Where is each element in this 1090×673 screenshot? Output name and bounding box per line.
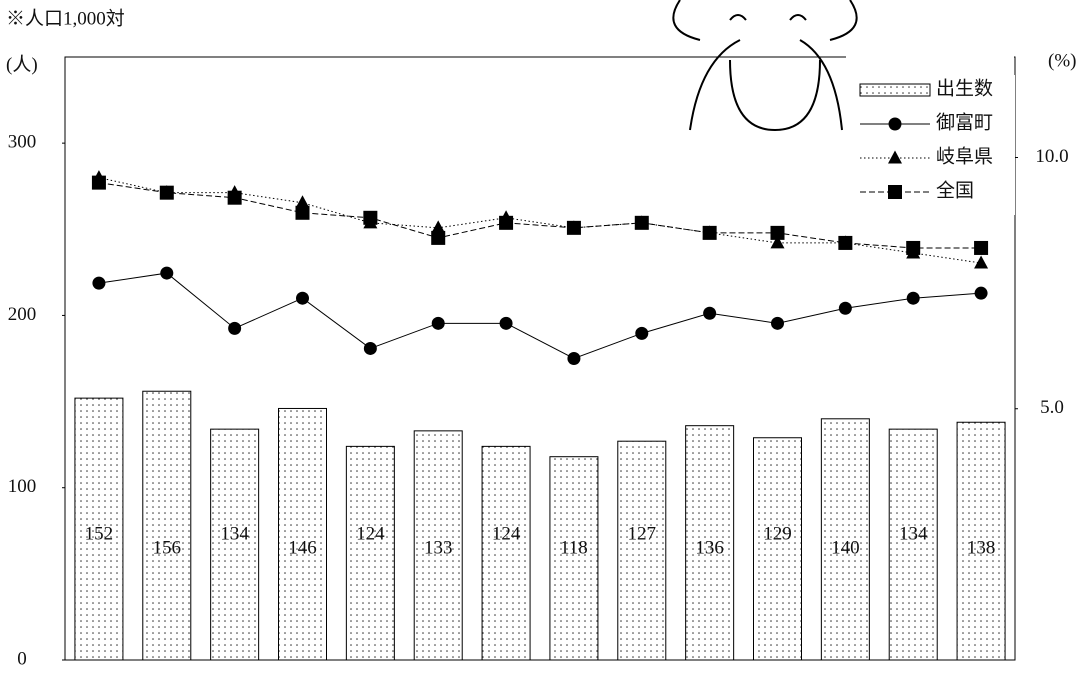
- plot-area: 152 156 134 146 124 133 124 118 127 136 129 140 134 1…: [62, 142, 1018, 661]
- marker: [431, 316, 445, 330]
- marker: [296, 291, 309, 305]
- bar-value-label: 134: [899, 523, 928, 544]
- plot-frame: [64, 56, 1016, 661]
- marker: [363, 341, 377, 355]
- y2-tick-label: 10.0: [1035, 146, 1068, 167]
- marker: [499, 316, 513, 330]
- marker: [703, 306, 717, 320]
- bar-value-label: 118: [560, 537, 588, 558]
- legend-background: [850, 75, 1015, 215]
- bar: [617, 440, 667, 661]
- bar: [74, 397, 124, 661]
- bar-value-label: 146: [288, 537, 317, 558]
- legend-label: 御富町: [936, 111, 993, 133]
- y-tick-label: 300: [8, 132, 37, 153]
- marker: [566, 220, 581, 235]
- marker: [634, 215, 649, 230]
- bar: [888, 428, 938, 661]
- bar: [956, 421, 1006, 661]
- line: [98, 272, 982, 360]
- line: [98, 182, 982, 249]
- y-axis-label: (人): [6, 53, 38, 75]
- marker: [702, 225, 717, 240]
- marker: [431, 230, 446, 245]
- bar: [413, 430, 463, 661]
- note: ※人口1,000対: [6, 7, 125, 29]
- bar-value-label: 124: [356, 523, 385, 544]
- legend-label: 出生数: [936, 77, 993, 99]
- marker: [92, 276, 106, 290]
- y-tick-label: 200: [8, 304, 37, 325]
- marker: [771, 316, 784, 330]
- bar-value-label: 124: [492, 523, 521, 544]
- marker: [635, 326, 649, 340]
- marker: [160, 266, 174, 280]
- bar-value-label: 138: [967, 537, 996, 558]
- bar-value-label: 152: [85, 523, 114, 544]
- bar-value-label: 129: [763, 523, 792, 544]
- marker: [888, 185, 902, 199]
- marker: [295, 205, 310, 220]
- legend-label: 岐阜県: [936, 145, 993, 167]
- marker: [499, 215, 514, 230]
- bar-value-label: 136: [695, 537, 724, 558]
- bar: [278, 407, 327, 661]
- marker: [838, 235, 853, 250]
- marker: [770, 235, 785, 249]
- marker: [906, 240, 921, 255]
- marker: [888, 117, 902, 131]
- bar: [142, 390, 192, 661]
- marker: [838, 301, 852, 315]
- bar-value-label: 134: [220, 523, 249, 544]
- bar-value-label: 140: [831, 537, 860, 558]
- bar: [820, 418, 870, 661]
- bar-value-label: 133: [424, 537, 453, 558]
- marker: [888, 150, 902, 164]
- bar: [753, 437, 802, 661]
- y2-tick-label: 5.0: [1040, 397, 1064, 418]
- bar: [345, 445, 395, 661]
- y-tick-label: 100: [8, 476, 37, 497]
- marker: [159, 185, 174, 200]
- marker: [974, 255, 989, 269]
- y-tick-label: 0: [17, 648, 27, 669]
- marker: [363, 210, 378, 225]
- marker: [974, 286, 988, 300]
- bar: [685, 425, 735, 661]
- y2-axis-label: (%): [1048, 50, 1076, 71]
- bar: [549, 456, 599, 661]
- marker: [91, 175, 106, 190]
- bar: [210, 428, 260, 661]
- bar-value-label: 156: [153, 537, 182, 558]
- marker: [770, 225, 785, 240]
- illustration: [672, 0, 1014, 132]
- marker: [906, 291, 920, 305]
- marker: [567, 352, 581, 365]
- marker: [974, 240, 989, 255]
- marker: [228, 321, 242, 335]
- legend-swatch: [859, 83, 931, 97]
- bar: [481, 445, 531, 661]
- marker: [431, 220, 446, 234]
- marker: [295, 195, 310, 209]
- marker: [227, 190, 242, 205]
- legend-label: 全国: [936, 179, 974, 201]
- bar-value-label: 127: [628, 523, 657, 544]
- line: [98, 177, 982, 264]
